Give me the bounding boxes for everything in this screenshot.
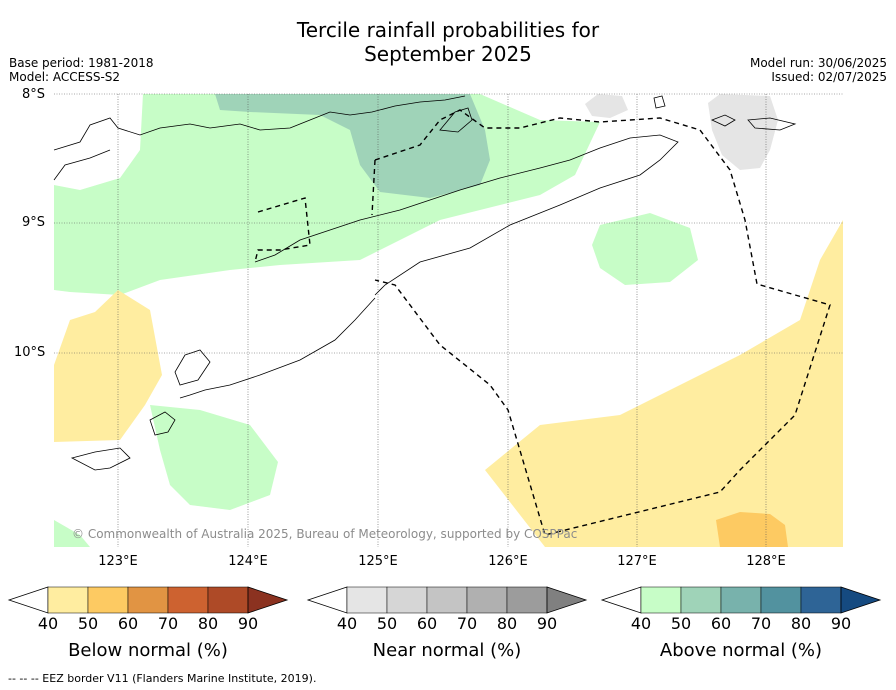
colorbar-segment [346, 586, 388, 614]
colorbar-arrow-low [306, 586, 348, 614]
colorbar-arrow-high [247, 586, 289, 614]
above-normal-40-region-south [150, 405, 278, 510]
timor-west-tip [174, 349, 211, 386]
timor-north-coast [254, 134, 679, 296]
map-title: Tercile rainfall probabilities for Septe… [0, 18, 896, 66]
eez-border-west [254, 197, 311, 263]
colorbar-segment [47, 586, 89, 614]
eez-border-west-2 [371, 159, 376, 216]
lon-label-127e: 127°E [617, 554, 657, 569]
above-normal-40-region-corner [54, 520, 90, 547]
atauro-coast [653, 95, 666, 109]
colorbar-tick-label: 80 [790, 614, 812, 633]
colorbar-tick-label: 60 [416, 614, 438, 633]
colorbar-segment [800, 586, 842, 614]
base-period: Base period: 1981-2018 [9, 56, 154, 70]
copyright-notice: © Commonwealth of Australia 2025, Bureau… [72, 527, 578, 541]
colorbar-tick-label: 50 [77, 614, 99, 633]
eez-border-north [374, 109, 831, 536]
colorbar-tick-label: 60 [710, 614, 732, 633]
colorbar-title: Below normal (%) [68, 640, 228, 661]
colorbar-arrow-high [840, 586, 882, 614]
colorbar-title: Above normal (%) [659, 640, 823, 661]
lat-label-10s: 10°S [14, 345, 46, 360]
colorbar-tick-label: 90 [237, 614, 259, 633]
lat-label-9s: 9°S [22, 215, 46, 230]
alor-coast [439, 107, 473, 133]
colorbar-segment [466, 586, 508, 614]
below-normal-50-region [716, 512, 788, 547]
colorbar-tick-label: 90 [536, 614, 558, 633]
model-run: Model run: 30/06/2025 [749, 56, 887, 70]
lon-label-126e: 126°E [488, 554, 528, 569]
title-line-1: Tercile rainfall probabilities for [296, 18, 600, 42]
colorbar-tick-label: 50 [376, 614, 398, 633]
colorbar-title: Near normal (%) [372, 640, 522, 661]
near-normal-region-2 [708, 94, 778, 170]
coastline [53, 95, 797, 471]
colorbars [7, 586, 882, 614]
colorbar-segment [506, 586, 548, 614]
colorbar-tick-label: 50 [670, 614, 692, 633]
above-normal-50-region [215, 94, 490, 198]
below-normal-40-region-southeast [485, 220, 843, 547]
colorbar-tick-label: 40 [630, 614, 652, 633]
colorbar-tick-label: 70 [157, 614, 179, 633]
eez-legend-note: -- -- -- EEZ border V11 (Flanders Marine… [8, 672, 317, 685]
colorbar-tick-label: 70 [456, 614, 478, 633]
colorbar-tick-label: 80 [197, 614, 219, 633]
colorbar-tick-label: 70 [750, 614, 772, 633]
model-name: Model: ACCESS-S2 [9, 70, 121, 84]
colorbar-tick-label: 40 [37, 614, 59, 633]
timor-south-coast [179, 297, 376, 399]
sumba-coast [53, 149, 111, 181]
meta-left: Base period: 1981-2018 Model: ACCESS-S2 [9, 56, 154, 84]
colorbar-segment [720, 586, 762, 614]
colorbar-segment [207, 586, 249, 614]
colorbar-segment [680, 586, 722, 614]
sawu-coast [70, 447, 131, 471]
colorbar-tick-label: 40 [336, 614, 358, 633]
rote-coast [149, 411, 176, 436]
colorbar-segment [167, 586, 209, 614]
lon-label-123e: 123°E [98, 554, 138, 569]
colorbar-arrow-low [7, 586, 49, 614]
colorbar-tick-label: 90 [830, 614, 852, 633]
above-normal-40-region-east [592, 213, 698, 285]
near-normal-region-1 [585, 94, 628, 118]
graticule [54, 93, 843, 547]
colorbar-arrow-high [546, 586, 588, 614]
lon-label-124e: 124°E [228, 554, 268, 569]
colorbar-segment [426, 586, 468, 614]
lon-label-128e: 128°E [746, 554, 786, 569]
colorbar-segment [760, 586, 802, 614]
colorbar-segment [127, 586, 169, 614]
eez-border [254, 109, 831, 536]
below-normal-40-region-west [54, 290, 162, 442]
colorbar-segment [640, 586, 682, 614]
meta-right: Model run: 30/06/2025 Issued: 02/07/2025 [750, 56, 887, 84]
lon-label-125e: 125°E [358, 554, 398, 569]
colorbar-segment [386, 586, 428, 614]
lat-label-8s: 8°S [22, 87, 46, 102]
colorbar-arrow-low [600, 586, 642, 614]
colorbar-segment [87, 586, 129, 614]
flores-coast [53, 95, 466, 151]
title-line-2: September 2025 [364, 42, 532, 66]
issued-date: Issued: 02/07/2025 [771, 70, 887, 84]
wetar-coast [710, 114, 797, 131]
colorbar-tick-label: 60 [117, 614, 139, 633]
colorbar-tick-label: 80 [496, 614, 518, 633]
